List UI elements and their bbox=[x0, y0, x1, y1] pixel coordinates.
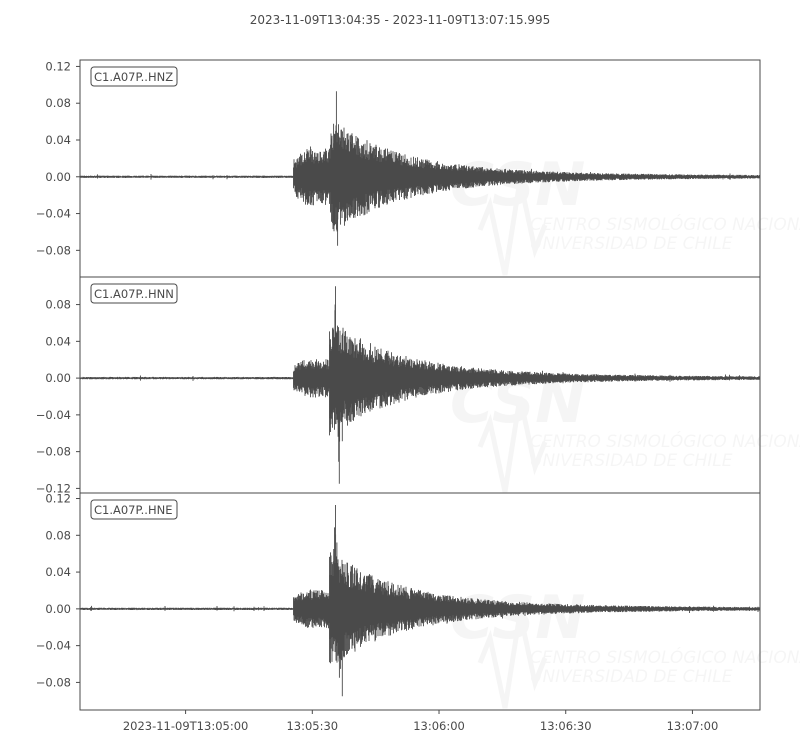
csn-watermark: CSNCENTRO SISMOLÓGICO NACIONALUNIVERSIDA… bbox=[450, 367, 800, 492]
trace-panel-1: CSNCENTRO SISMOLÓGICO NACIONALUNIVERSIDA… bbox=[36, 276, 800, 495]
watermark-line2: UNIVERSIDAD DE CHILE bbox=[530, 234, 733, 254]
x-tick-label: 2023-11-09T13:05:00 bbox=[123, 719, 249, 733]
y-tick-label: 0.08 bbox=[45, 528, 71, 542]
watermark-line2: UNIVERSIDAD DE CHILE bbox=[530, 667, 733, 687]
y-tick-label: −0.04 bbox=[36, 207, 71, 221]
trace-label-box bbox=[90, 66, 178, 87]
y-tick-label: 0.12 bbox=[45, 59, 71, 73]
trace-label-text: C1.A07P..HNE bbox=[94, 503, 172, 517]
y-tick-label: −0.04 bbox=[36, 639, 71, 653]
y-tick-label: 0.04 bbox=[45, 334, 71, 348]
y-tick-label: −0.08 bbox=[36, 243, 71, 257]
watermark-line2: UNIVERSIDAD DE CHILE bbox=[530, 451, 733, 471]
plot-frame bbox=[79, 492, 761, 711]
csn-watermark: CSNCENTRO SISMOLÓGICO NACIONALUNIVERSIDA… bbox=[450, 583, 800, 708]
trace-label: C1.A07P..HNE bbox=[90, 499, 178, 520]
trace-label-box bbox=[90, 499, 178, 520]
chart-title: 2023-11-09T13:04:35 - 2023-11-09T13:07:1… bbox=[249, 13, 551, 27]
trace-label: C1.A07P..HNZ bbox=[90, 66, 178, 87]
x-tick-label: 13:07:00 bbox=[667, 719, 719, 733]
y-tick-label: 0.08 bbox=[45, 96, 71, 110]
y-tick-label: 0.00 bbox=[45, 371, 71, 385]
trace-panel-2: CSNCENTRO SISMOLÓGICO NACIONALUNIVERSIDA… bbox=[36, 492, 800, 711]
y-tick-label: 0.12 bbox=[45, 492, 71, 506]
trace-label-text: C1.A07P..HNZ bbox=[94, 70, 173, 84]
csn-watermark: CSNCENTRO SISMOLÓGICO NACIONALUNIVERSIDA… bbox=[450, 150, 800, 275]
x-tick-label: 13:06:30 bbox=[540, 719, 592, 733]
trace-label: C1.A07P..HNN bbox=[90, 283, 178, 304]
trace-panel-0: CSNCENTRO SISMOLÓGICO NACIONALUNIVERSIDA… bbox=[36, 59, 800, 278]
y-tick-label: −0.08 bbox=[36, 675, 71, 689]
y-tick-label: 0.00 bbox=[45, 170, 71, 184]
trace-label-box bbox=[90, 283, 178, 304]
trace-label-text: C1.A07P..HNN bbox=[94, 287, 174, 301]
y-tick-label: 0.00 bbox=[45, 602, 71, 616]
y-tick-label: 0.04 bbox=[45, 133, 71, 147]
y-tick-label: −0.04 bbox=[36, 408, 71, 422]
y-tick-label: −0.12 bbox=[36, 481, 71, 495]
y-tick-label: −0.08 bbox=[36, 445, 71, 459]
x-tick-label: 13:06:00 bbox=[413, 719, 465, 733]
y-tick-label: 0.08 bbox=[45, 298, 71, 312]
x-tick-label: 13:05:30 bbox=[286, 719, 338, 733]
y-tick-label: 0.04 bbox=[45, 565, 71, 579]
